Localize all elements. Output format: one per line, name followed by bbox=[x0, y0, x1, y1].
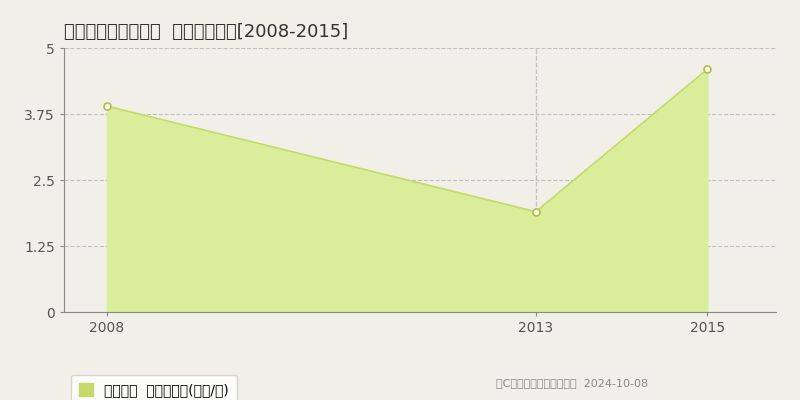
Text: （C）土地価格ドットコム  2024-10-08: （C）土地価格ドットコム 2024-10-08 bbox=[496, 378, 648, 388]
Legend: 住宅価格  平均坪単価(万円/坪): 住宅価格 平均坪単価(万円/坪) bbox=[71, 375, 238, 400]
Text: 高岡郡佐川町本郷耕  住宅価格推移[2008-2015]: 高岡郡佐川町本郷耕 住宅価格推移[2008-2015] bbox=[64, 23, 348, 41]
Point bbox=[101, 103, 114, 109]
Point bbox=[701, 66, 714, 72]
Point bbox=[530, 208, 542, 215]
